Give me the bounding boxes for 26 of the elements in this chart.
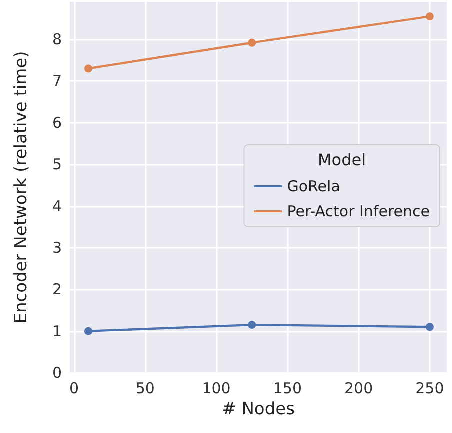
- y-tick-label: 5: [52, 156, 62, 174]
- legend-label: GoRela: [287, 178, 340, 196]
- x-tick-label: 150: [273, 380, 302, 398]
- y-tick-label: 7: [52, 72, 62, 90]
- legend-label: Per-Actor Inference: [287, 202, 430, 220]
- y-tick-label: 2: [52, 280, 62, 299]
- y-tick-label: 4: [52, 197, 62, 216]
- point: [248, 38, 256, 47]
- x-axis-title: # Nodes: [222, 400, 296, 420]
- point: [248, 321, 256, 330]
- point: [426, 12, 434, 21]
- x-tick-label: 50: [136, 380, 155, 398]
- x-tick-label: 200: [344, 380, 374, 398]
- point: [84, 327, 92, 336]
- x-tick-label: 0: [69, 380, 80, 398]
- point: [426, 323, 434, 332]
- point: [84, 64, 92, 73]
- legend-title: Model: [318, 150, 366, 170]
- y-axis-title: Encoder Network (relative time): [12, 51, 32, 324]
- x-tick-label: 250: [416, 380, 444, 398]
- y-tick-label: 8: [52, 30, 62, 49]
- x-tick-label: 100: [202, 380, 231, 398]
- y-tick-label: 1: [52, 322, 62, 340]
- y-tick-label: 6: [52, 114, 62, 132]
- y-tick-label: 0: [52, 364, 62, 382]
- y-tick-label: 3: [52, 238, 62, 257]
